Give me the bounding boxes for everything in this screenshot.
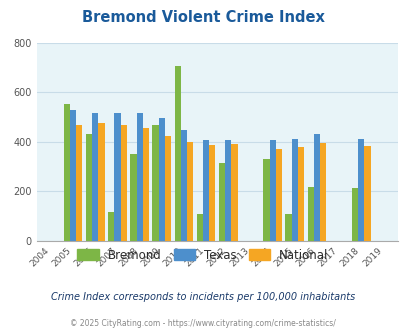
Bar [180, 129, 187, 241]
Bar [231, 145, 237, 241]
Bar [158, 118, 164, 241]
Bar [86, 135, 92, 241]
Bar [225, 140, 231, 241]
Bar [143, 128, 149, 241]
Text: Crime Index corresponds to incidents per 100,000 inhabitants: Crime Index corresponds to incidents per… [51, 292, 354, 302]
Bar [275, 148, 281, 241]
Bar [313, 134, 319, 241]
Text: © 2025 CityRating.com - https://www.cityrating.com/crime-statistics/: © 2025 CityRating.com - https://www.city… [70, 319, 335, 328]
Bar [307, 187, 313, 241]
Bar [70, 110, 76, 241]
Bar [218, 163, 225, 241]
Bar [64, 104, 70, 241]
Bar [164, 136, 171, 241]
Bar [76, 125, 82, 241]
Bar [202, 140, 209, 241]
Bar [209, 145, 215, 241]
Bar [269, 140, 275, 241]
Bar [297, 147, 303, 241]
Bar [187, 142, 193, 241]
Bar [114, 114, 120, 241]
Bar [196, 214, 202, 241]
Bar [174, 66, 180, 241]
Bar [319, 143, 326, 241]
Legend: Bremond, Texas, National: Bremond, Texas, National [72, 244, 333, 266]
Bar [108, 213, 114, 241]
Bar [364, 146, 370, 241]
Bar [120, 124, 126, 241]
Bar [136, 114, 143, 241]
Bar [285, 214, 291, 241]
Bar [92, 114, 98, 241]
Bar [291, 139, 297, 241]
Bar [357, 139, 364, 241]
Bar [130, 154, 136, 241]
Bar [152, 124, 158, 241]
Bar [263, 159, 269, 241]
Text: Bremond Violent Crime Index: Bremond Violent Crime Index [81, 10, 324, 25]
Bar [98, 123, 104, 241]
Bar [351, 188, 357, 241]
